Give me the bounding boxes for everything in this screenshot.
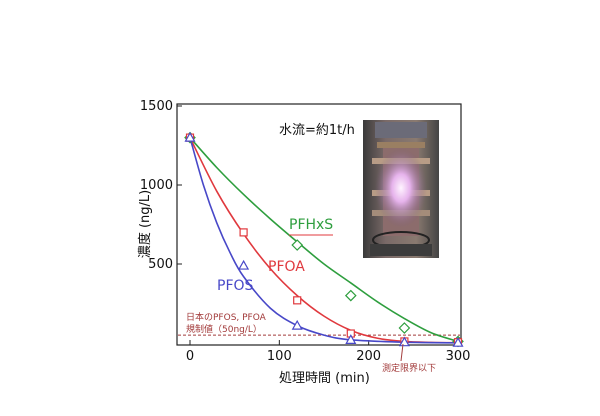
plot-area: [176, 103, 462, 346]
series-curves: [189, 137, 459, 344]
data-point-pfos: [184, 131, 196, 142]
regulation-label-line1: 日本のPFOS, PFOA: [186, 311, 267, 323]
detection-limit-label: 測定限界以下: [382, 362, 436, 374]
series-label-pfhxs: PFHxS: [289, 217, 333, 233]
y-axis: 500 1000 1500: [140, 99, 182, 272]
data-point-pfos: [452, 336, 464, 347]
series-label-pfos: PFOS: [217, 278, 254, 294]
data-point-pfos: [398, 336, 410, 347]
data-point-pfhxs: [344, 289, 357, 302]
x-tick-label: 300: [446, 349, 471, 364]
y-axis-label: 濃度 (ng/L): [137, 190, 153, 258]
x-axis: 0 100 200 300: [186, 340, 471, 364]
x-tick-label: 0: [186, 349, 194, 364]
series-line-pfhxs: [189, 137, 459, 343]
regulation-label-line2: 規制値（50ng/L）: [186, 323, 262, 335]
data-point-pfos: [291, 319, 303, 330]
x-axis-label: 処理時間 (min): [279, 371, 370, 386]
flow-rate-label: 水流=約1t/h: [279, 123, 355, 138]
series-label-pfoa: PFOA: [268, 259, 305, 275]
x-tick-label: 100: [267, 349, 292, 364]
data-point-pfhxs: [398, 322, 411, 334]
series-line-pfos: [189, 137, 459, 344]
series-markers: [184, 131, 464, 348]
data-point-pfos: [345, 334, 357, 344]
data-point-pfoa: [293, 296, 302, 305]
data-point-pfos: [238, 259, 250, 270]
data-point-pfoa: [239, 228, 248, 237]
x-tick-label: 200: [356, 349, 381, 364]
y-tick-label: 1500: [140, 99, 173, 114]
reactor-photo: [363, 120, 439, 258]
y-tick-label: 1000: [140, 178, 173, 193]
data-point-pfhxs: [291, 239, 304, 251]
y-tick-label: 500: [148, 257, 173, 272]
detection-limit-pointer: [400, 343, 404, 362]
